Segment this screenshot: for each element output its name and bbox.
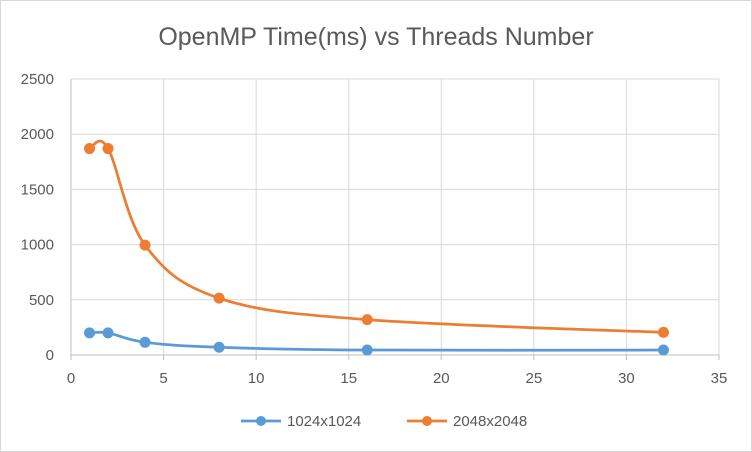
- legend-label: 1024x1024: [287, 413, 361, 430]
- data-point: [213, 341, 225, 353]
- x-tick-label: 15: [340, 370, 357, 387]
- y-tick-label: 0: [46, 347, 54, 364]
- series-line: [88, 330, 665, 352]
- data-point: [657, 344, 669, 356]
- data-point: [84, 327, 96, 339]
- series-2048x2048: [84, 139, 669, 338]
- legend-item: 2048x2048: [407, 413, 527, 430]
- x-tick-label: 0: [67, 370, 75, 387]
- series-line: [88, 139, 665, 334]
- legend-swatch-marker: [256, 416, 266, 426]
- series-layer: [84, 139, 669, 356]
- series-1024x1024: [84, 327, 669, 356]
- chart-title: OpenMP Time(ms) vs Threads Number: [158, 23, 593, 51]
- y-tick-label: 1500: [21, 181, 54, 198]
- y-tick-label: 2500: [21, 71, 54, 88]
- y-tick-label: 1000: [21, 237, 54, 254]
- data-point: [84, 143, 96, 155]
- data-point: [139, 239, 151, 251]
- y-tick-label: 2000: [21, 126, 54, 143]
- data-point: [657, 326, 669, 338]
- x-tick-label: 20: [433, 370, 450, 387]
- data-point: [361, 314, 373, 326]
- grid-lines: [71, 78, 720, 355]
- x-tick-label: 25: [526, 370, 543, 387]
- data-point: [102, 327, 114, 339]
- data-point: [361, 344, 373, 356]
- data-point: [102, 143, 114, 155]
- x-tick-label: 10: [248, 370, 265, 387]
- x-tick-label: 35: [711, 370, 728, 387]
- legend-item: 1024x1024: [241, 413, 361, 430]
- axes: 0 500 1000 1500 2000 2500 0 5 10 15 20 25 30 35: [21, 71, 728, 387]
- x-tick-label: 5: [159, 370, 167, 387]
- legend: 1024x1024 2048x2048: [241, 413, 527, 430]
- legend-label: 2048x2048: [453, 413, 527, 430]
- x-tick-label: 30: [618, 370, 635, 387]
- y-tick-label: 500: [29, 292, 54, 309]
- data-point: [139, 336, 151, 348]
- legend-swatch-marker: [422, 416, 432, 426]
- data-point: [213, 292, 225, 304]
